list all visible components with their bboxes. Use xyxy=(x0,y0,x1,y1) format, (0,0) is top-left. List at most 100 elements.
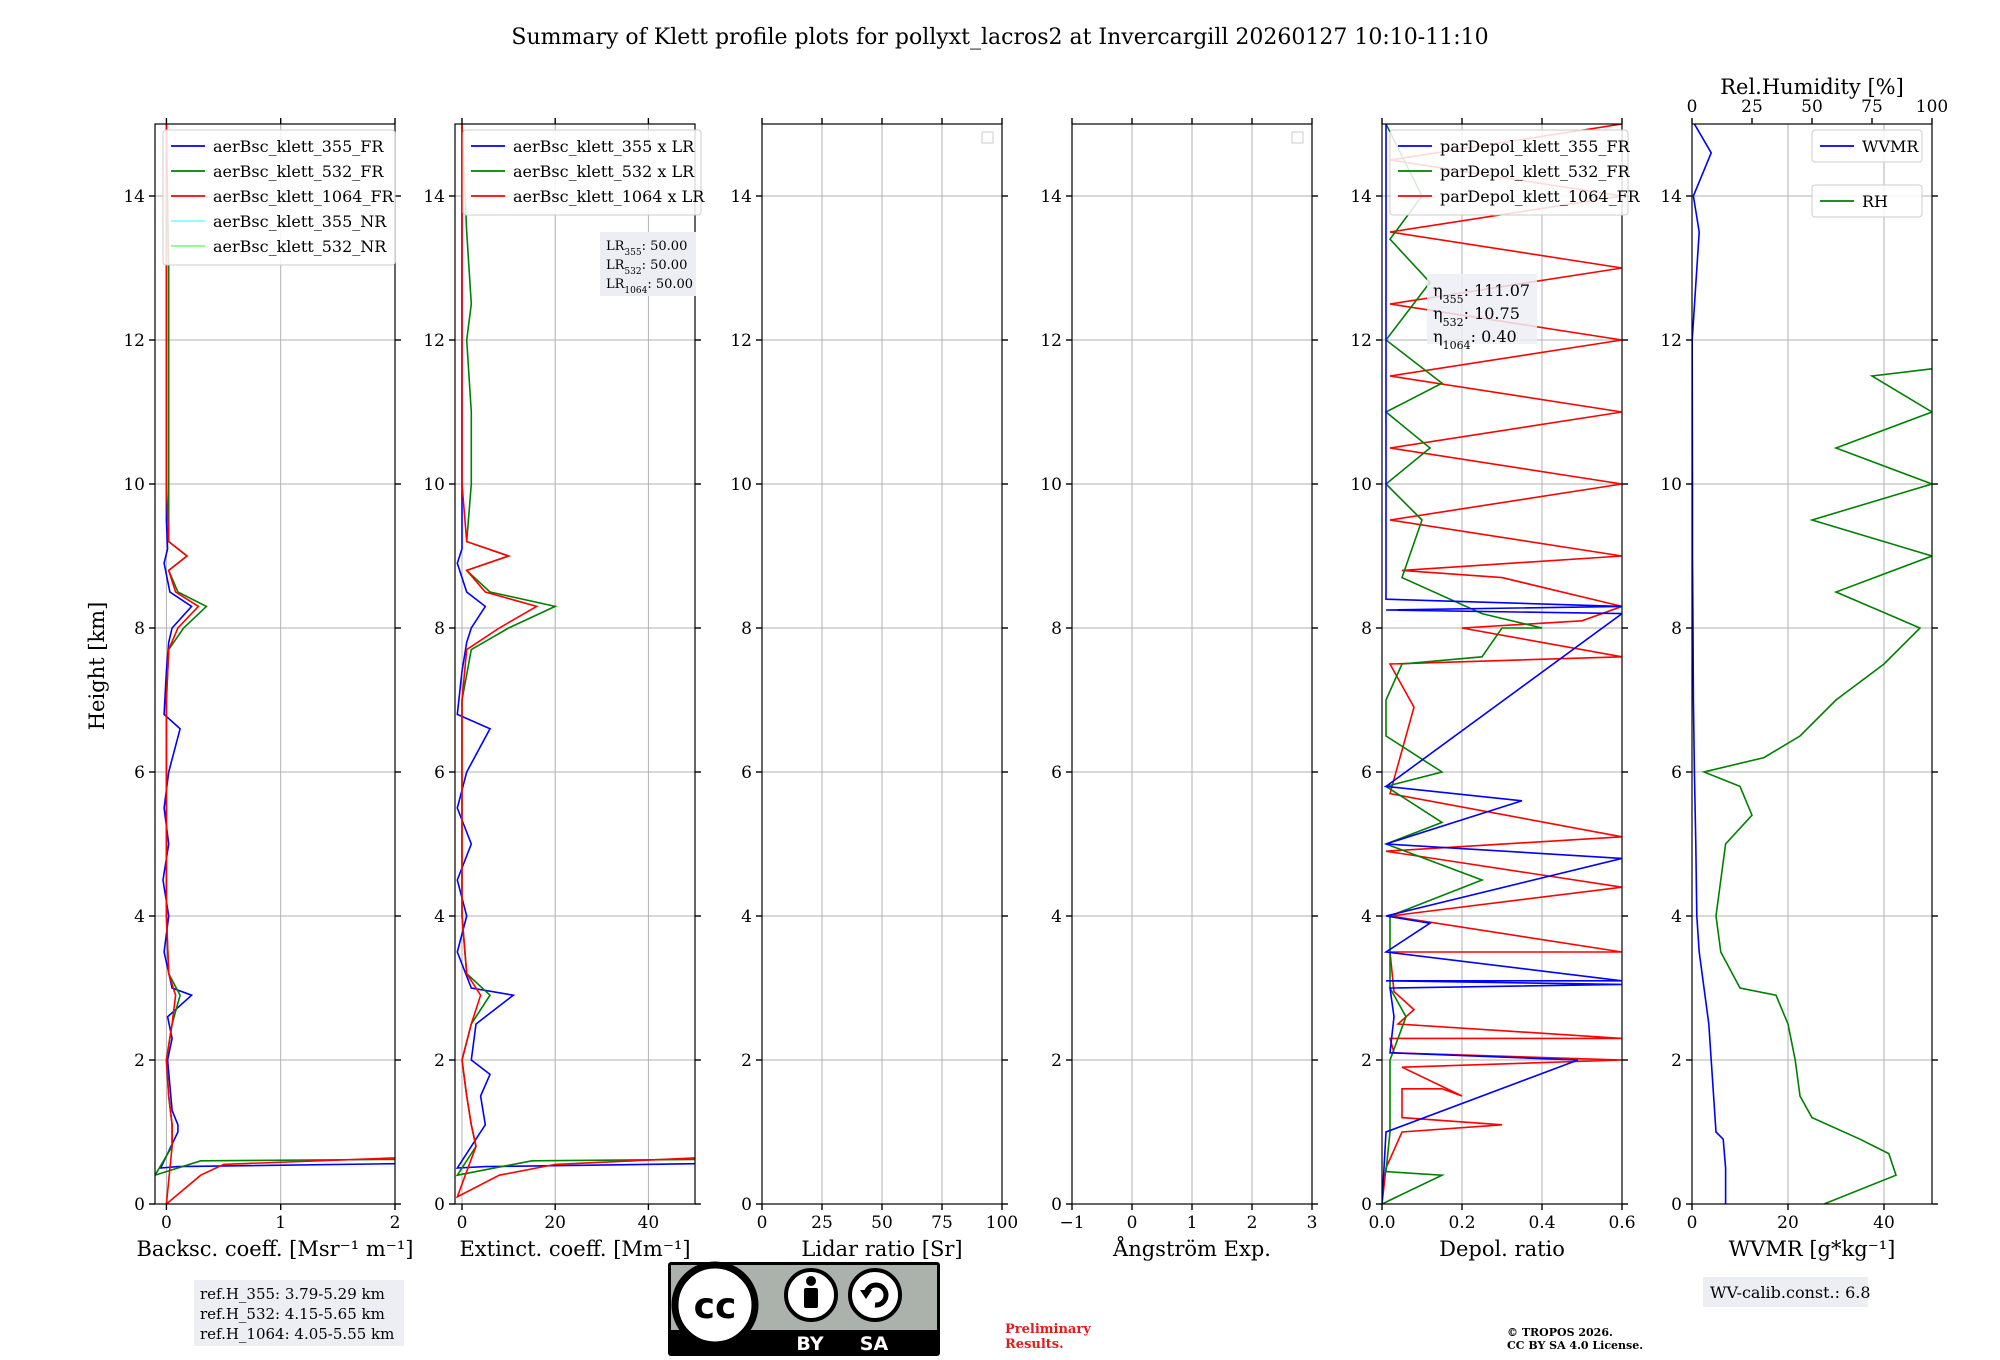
empty-legend-box xyxy=(1291,131,1304,144)
legend-label: WVMR xyxy=(1862,137,1919,156)
y-tick-label: 4 xyxy=(1051,907,1062,927)
y-tick-label: 2 xyxy=(741,1051,752,1071)
y-tick-label: 14 xyxy=(1660,187,1682,207)
panel-ext: 0 20 40 0 2 4 6 8 10 12 14 Extinct. coeff. [Mm⁻¹] ae… xyxy=(423,118,705,1261)
y-tick-label: 6 xyxy=(134,763,145,783)
y-tick-label: 0 xyxy=(741,1195,752,1215)
y-tick-label: 8 xyxy=(1051,619,1062,639)
eta-entry-symbol: η xyxy=(1433,281,1443,300)
legend-frame xyxy=(1811,184,1923,218)
legend-label: aerBsc_klett_355 x LR xyxy=(513,137,695,156)
y-tick-label: 8 xyxy=(741,619,752,639)
y-tick-label: 12 xyxy=(730,331,752,351)
top-tick-label: 50 xyxy=(1801,97,1823,117)
y-tick-label: 14 xyxy=(730,187,752,207)
legend-label: aerBsc_klett_532 x LR xyxy=(513,162,695,181)
x-tick-label: −1 xyxy=(1059,1213,1084,1233)
eta-entry-subscript: 355 xyxy=(1443,293,1464,306)
y-tick-label: 6 xyxy=(1361,763,1372,783)
series-line-aerBsc_klett_532_FR xyxy=(155,124,395,1177)
ref-height-1064: ref.H_1064: 4.05-5.55 km xyxy=(200,1325,394,1343)
ref-height-532: ref.H_532: 4.15-5.65 km xyxy=(200,1305,385,1323)
series-line-RH xyxy=(1701,368,1932,1204)
y-tick-label: 12 xyxy=(423,331,445,351)
wv-calib-text: WV-calib.const.: 6.8 xyxy=(1710,1283,1871,1302)
panel-wv: 0 20 40 0 2 4 6 8 10 12 14 0 25 50 75 100 Rel.Humidity [… xyxy=(1660,75,1948,1261)
copyright-line-2: CC BY SA 4.0 License. xyxy=(1507,1339,1643,1352)
y-tick-label: 12 xyxy=(1350,331,1372,351)
y-tick-label: 4 xyxy=(1671,907,1682,927)
eta-entry-symbol: η xyxy=(1433,327,1443,346)
y-tick-label: 2 xyxy=(434,1051,445,1071)
panel-lr: 0 25 50 75 100 0 2 4 6 8 10 12 14 Lidar ratio [Sr] xyxy=(730,118,1018,1261)
y-tick-label: 10 xyxy=(730,475,752,495)
eta-entry-subscript: 532 xyxy=(1443,316,1464,329)
eta-entry-symbol: η xyxy=(1433,304,1443,323)
series-group xyxy=(455,124,695,1199)
x-axis-label: Backsc. coeff. [Msr⁻¹ m⁻¹] xyxy=(137,1237,414,1261)
x-tick-label: 0.0 xyxy=(1368,1213,1395,1233)
x-tick-label: 100 xyxy=(986,1213,1018,1233)
y-tick-label: 2 xyxy=(1051,1051,1062,1071)
figure-title: Summary of Klett profile plots for polly… xyxy=(511,25,1488,50)
y-tick-label: 10 xyxy=(123,475,145,495)
legend-label: parDepol_klett_532_FR xyxy=(1440,162,1631,181)
preliminary-line-2: Results. xyxy=(1005,1337,1064,1352)
legend-frame xyxy=(462,129,702,216)
lidar-ratio-entry: LR355: 50.00 xyxy=(606,239,687,258)
top-tick-label: 25 xyxy=(1741,97,1763,117)
panel-depol: 0.0 0.2 0.4 0.6 0 2 4 6 8 10 12 14 Depol. ratio parDe… xyxy=(1350,118,1641,1261)
eta-entry: η532: 10.75 xyxy=(1433,304,1520,329)
lidar-ratio-entry-value: : 50.00 xyxy=(642,258,688,273)
series-line-WVMR xyxy=(1692,124,1727,1204)
x-tick-label: 0.2 xyxy=(1448,1213,1475,1233)
lidar-ratio-entry-symbol: LR xyxy=(606,277,626,292)
y-tick-label: 14 xyxy=(1350,187,1372,207)
lidar-ratio-box xyxy=(600,232,696,296)
legend-label: aerBsc_klett_1064_FR xyxy=(213,187,395,206)
series-line-parDepol_klett_1064_FR xyxy=(1382,124,1622,1204)
legend-frame xyxy=(1389,129,1629,216)
y-tick-label: 2 xyxy=(134,1051,145,1071)
badge-sa-label: SA xyxy=(860,1333,889,1355)
series-line-aerBsc_klett_355_FR xyxy=(159,124,395,1169)
x-tick-label: 1 xyxy=(275,1213,286,1233)
y-tick-label: 6 xyxy=(434,763,445,783)
x-tick-label: 25 xyxy=(811,1213,833,1233)
y-tick-label: 12 xyxy=(1040,331,1062,351)
x-tick-label: 0.4 xyxy=(1528,1213,1555,1233)
lidar-ratio-entry-value: : 50.00 xyxy=(642,239,688,254)
eta-entry-subscript: 1064 xyxy=(1443,339,1471,352)
y-tick-label: 0 xyxy=(1671,1195,1682,1215)
y-tick-label: 8 xyxy=(1671,619,1682,639)
wv-calib-box: WV-calib.const.: 6.8 xyxy=(1703,1277,1871,1307)
x-tick-label: 0 xyxy=(757,1213,768,1233)
x-tick-label: 1 xyxy=(1187,1213,1198,1233)
x-axis-label: WVMR [g*kg⁻¹] xyxy=(1729,1237,1896,1261)
y-tick-label: 6 xyxy=(1051,763,1062,783)
y-tick-label: 0 xyxy=(434,1195,445,1215)
x-tick-label: 0 xyxy=(1127,1213,1138,1233)
y-tick-label: 0 xyxy=(134,1195,145,1215)
axes-frame xyxy=(154,123,396,1205)
x-tick-label: 75 xyxy=(931,1213,953,1233)
y-tick-label: 12 xyxy=(123,331,145,351)
lidar-ratio-entry-symbol: LR xyxy=(606,258,626,273)
legend-label: RH xyxy=(1862,192,1888,211)
ref-height-355: ref.H_355: 3.79-5.29 km xyxy=(200,1285,385,1303)
y-tick-label: 4 xyxy=(741,907,752,927)
x-tick-label: 0 xyxy=(161,1213,172,1233)
top-tick-label: 100 xyxy=(1916,97,1948,117)
top-tick-label: 75 xyxy=(1861,97,1883,117)
top-axis-label: Rel.Humidity [%] xyxy=(1720,75,1904,99)
axes-frame xyxy=(1381,123,1623,1205)
x-tick-label: 2 xyxy=(390,1213,401,1233)
y-tick-label: 4 xyxy=(434,907,445,927)
ref-height-box: ref.H_355: 3.79-5.29 km ref.H_532: 4.15-… xyxy=(194,1280,404,1346)
x-tick-label: 50 xyxy=(871,1213,893,1233)
y-tick-label: 8 xyxy=(434,619,445,639)
legend-label: aerBsc_klett_355_NR xyxy=(213,212,387,231)
x-axis-label: Depol. ratio xyxy=(1439,1237,1565,1261)
